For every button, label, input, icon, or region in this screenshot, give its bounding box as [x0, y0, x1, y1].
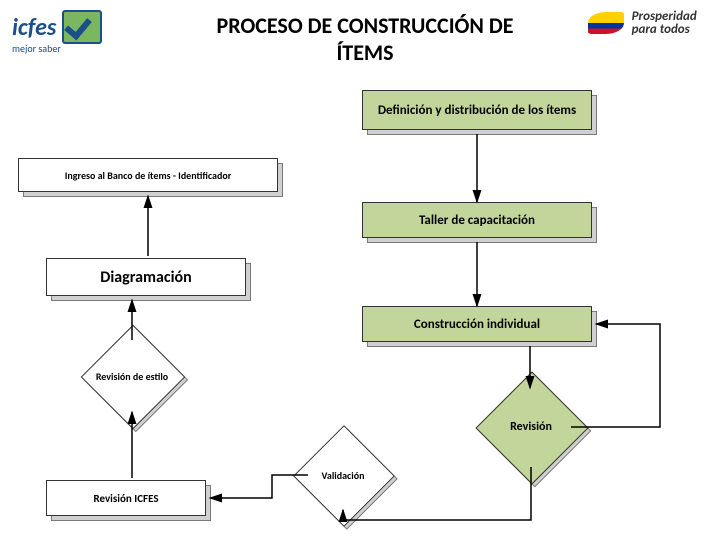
logo-right-line2: para todos — [632, 23, 697, 36]
colombia-flag-icon — [588, 12, 624, 34]
node-validacion: Validación — [308, 440, 378, 510]
page-title: PROCESO DE CONSTRUCCIÓN DE ÍTEMS — [190, 12, 540, 66]
node-rev_icfes: Revisión ICFES — [46, 480, 206, 516]
node-label-construccion: Construcción individual — [362, 306, 592, 342]
node-label-taller: Taller de capacitación — [362, 202, 592, 238]
node-label-revision: Revisión — [469, 388, 594, 466]
checkmark-icon — [62, 10, 102, 44]
node-label-ingreso: Ingreso al Banco de ítems - Identificado… — [18, 158, 278, 192]
node-label-rev_estilo: Revisión de estilo — [74, 340, 189, 412]
node-revision: Revisión — [492, 388, 570, 466]
node-construccion: Construcción individual — [362, 306, 592, 342]
logo-icfes-text: icfes — [12, 13, 56, 42]
node-label-validacion: Validación — [287, 440, 399, 510]
node-diagramacion: Diagramación — [46, 258, 246, 296]
node-rev_estilo: Revisión de estilo — [96, 340, 168, 412]
node-taller: Taller de capacitación — [362, 202, 592, 238]
node-label-diagramacion: Diagramación — [46, 258, 246, 296]
node-definicion: Definición y distribución de los ítems — [362, 90, 592, 130]
node-label-rev_icfes: Revisión ICFES — [46, 480, 206, 516]
logo-icfes: icfes mejor saber — [12, 10, 152, 60]
node-ingreso: Ingreso al Banco de ítems - Identificado… — [18, 158, 278, 192]
node-label-definicion: Definición y distribución de los ítems — [362, 90, 592, 130]
logo-prosperidad: Prosperidad para todos — [588, 10, 708, 36]
